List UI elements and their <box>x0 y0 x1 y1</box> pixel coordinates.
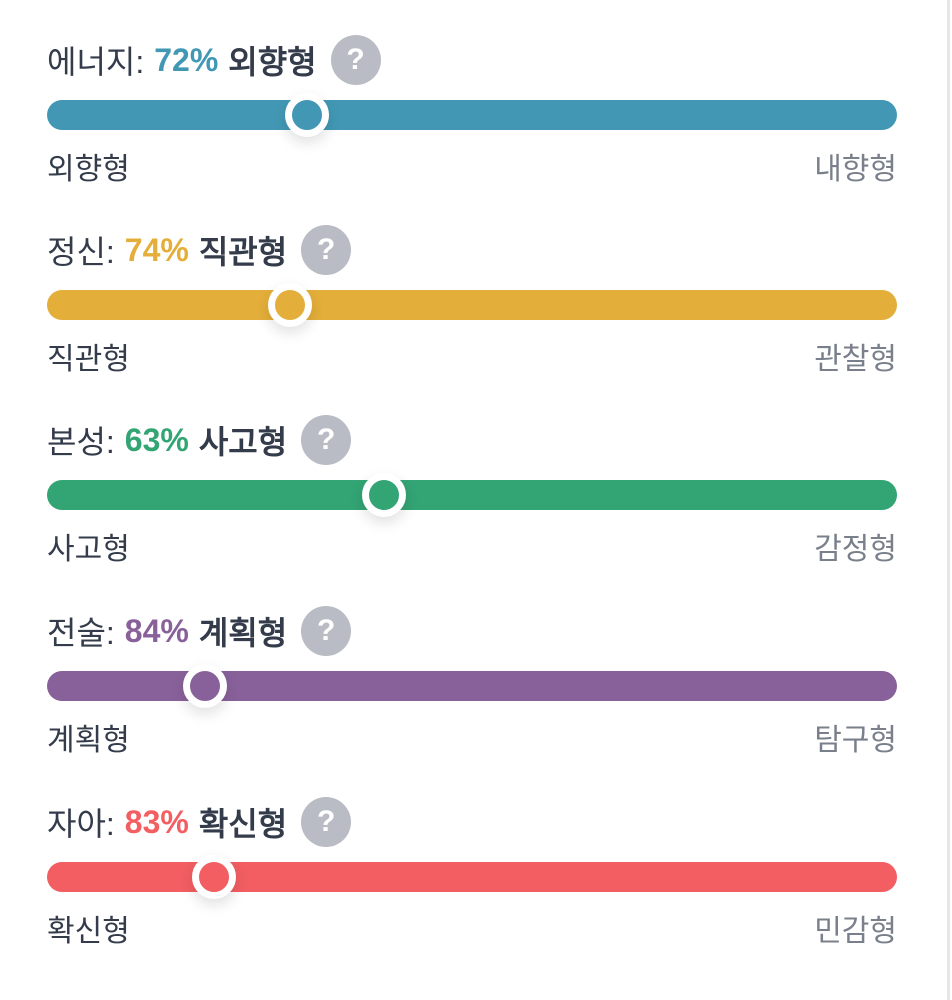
trait-category: 본성: <box>47 424 115 460</box>
trait-title: 전술: 84% 계획형 ? <box>47 606 352 656</box>
trait-percent: 63% <box>124 421 189 458</box>
trait-category: 에너지: <box>47 44 145 80</box>
question-mark-icon[interactable]: ? <box>301 797 352 847</box>
trait-name: 외향형 <box>228 44 317 80</box>
trait-title: 에너지: 72% 외향형 ? <box>47 35 381 85</box>
trait-bar <box>47 480 897 510</box>
trait-percent: 84% <box>124 612 189 649</box>
trait-title: 정신: 74% 직관형 ? <box>47 225 352 275</box>
trait-title: 자아: 83% 확신형 ? <box>47 797 352 847</box>
trait-bar <box>47 290 897 320</box>
trait-name: 직관형 <box>198 234 288 270</box>
question-mark-icon[interactable]: ? <box>301 225 352 275</box>
trait-row: 자아: 83% 확신형 ? 확신형 민감형 <box>47 782 897 972</box>
right-pole-label: 감정형 <box>814 533 897 566</box>
trait-row: 본성: 63% 사고형 ? 사고형 감정형 <box>47 400 897 590</box>
trait-title: 본성: 63% 사고형 ? <box>47 415 352 465</box>
left-pole-label: 계획형 <box>47 724 130 757</box>
left-pole-label: 외향형 <box>47 153 130 186</box>
right-pole-label: 민감형 <box>814 915 897 948</box>
question-mark-icon[interactable]: ? <box>301 606 352 656</box>
trait-name: 확신형 <box>198 806 288 842</box>
trait-row: 정신: 74% 직관형 ? 직관형 관찰형 <box>47 210 897 400</box>
trait-bar <box>47 862 897 892</box>
trait-percent: 74% <box>124 231 189 268</box>
trait-category: 정신: <box>47 234 115 270</box>
trait-name: 계획형 <box>198 615 288 651</box>
trait-slider-knob <box>268 283 312 327</box>
trait-name: 사고형 <box>198 424 288 460</box>
trait-percent: 83% <box>124 803 189 840</box>
trait-bar <box>47 100 897 130</box>
left-pole-label: 직관형 <box>47 343 130 376</box>
left-pole-label: 사고형 <box>47 533 130 566</box>
trait-slider-knob <box>183 664 227 708</box>
right-pole-label: 탐구형 <box>814 724 897 757</box>
trait-percent: 72% <box>154 41 219 78</box>
scrollbar-edge <box>947 0 950 1000</box>
question-mark-icon[interactable]: ? <box>301 415 352 465</box>
right-pole-label: 관찰형 <box>814 343 897 376</box>
trait-row: 에너지: 72% 외향형 ? 외향형 내향형 <box>47 20 897 210</box>
left-pole-label: 확신형 <box>47 915 130 948</box>
trait-row: 전술: 84% 계획형 ? 계획형 탐구형 <box>47 591 897 781</box>
trait-category: 자아: <box>47 806 115 842</box>
right-pole-label: 내향형 <box>814 153 897 186</box>
trait-slider-knob <box>191 855 236 899</box>
trait-slider-knob <box>285 93 329 137</box>
trait-slider-knob <box>361 473 406 517</box>
trait-category: 전술: <box>47 615 115 651</box>
trait-bar <box>47 671 897 701</box>
question-mark-icon[interactable]: ? <box>330 35 381 85</box>
